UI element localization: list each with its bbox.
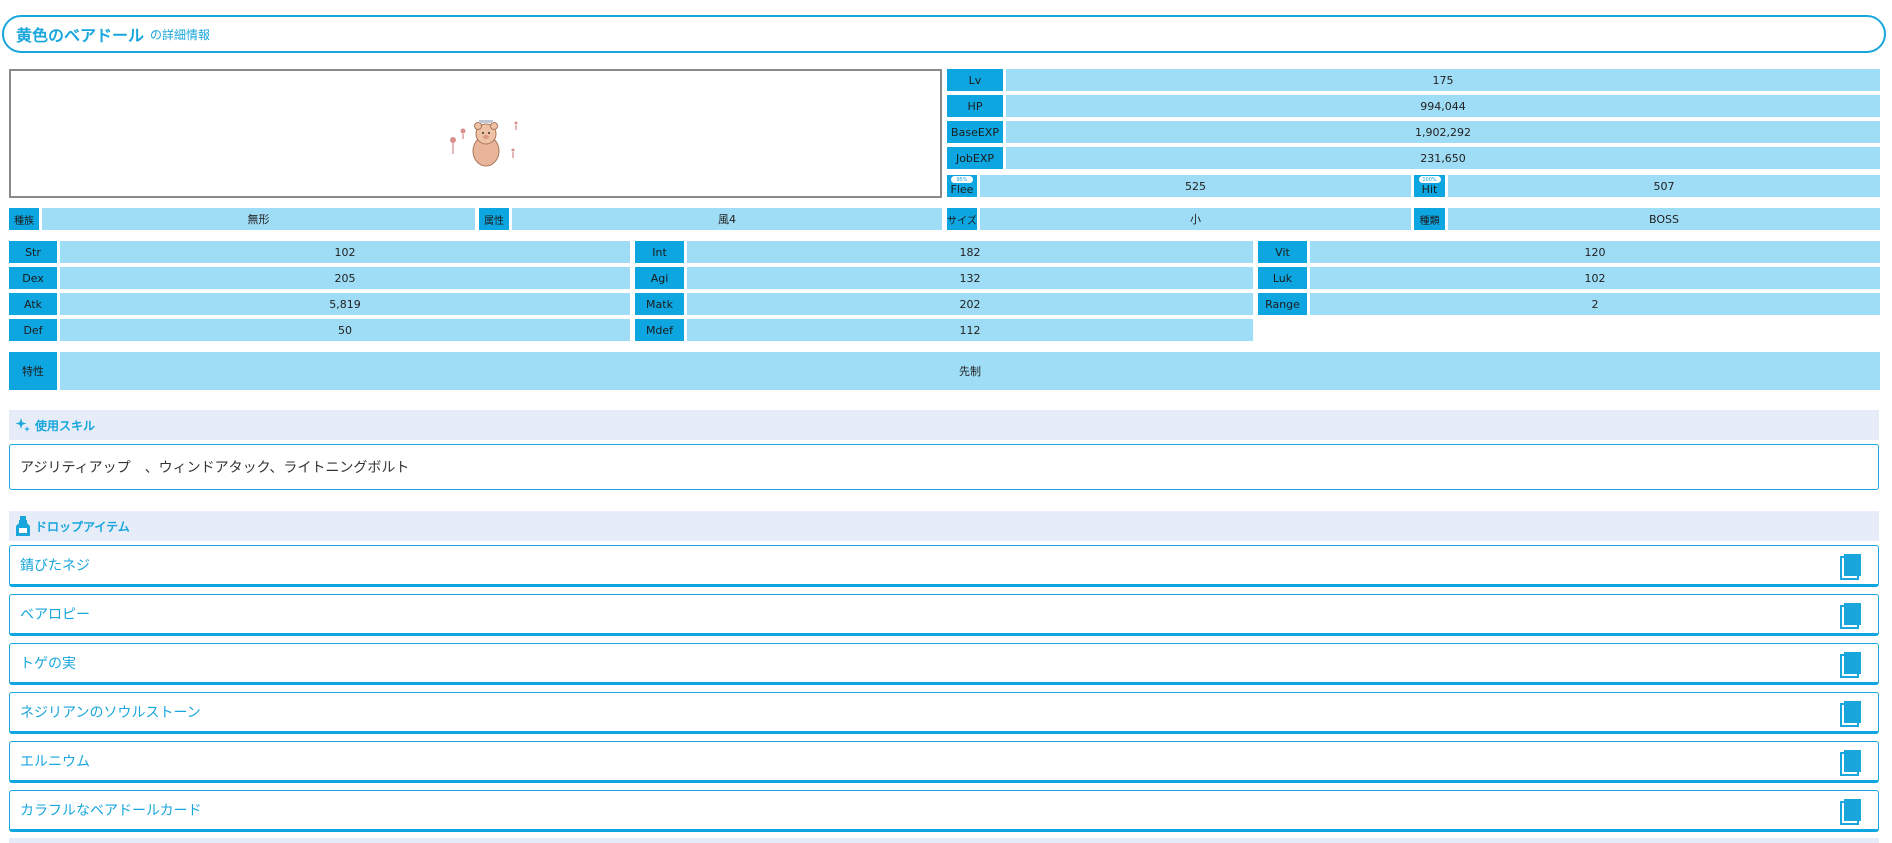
drop-item-name: トゲの実 [20,656,76,672]
agi-value: 132 [687,267,1253,289]
hp-value: 994,044 [1006,95,1880,117]
mdef-label: Mdef [635,319,684,341]
trait-value: 先制 [60,352,1880,390]
drop-item[interactable]: ネジリアンのソウルストーン [9,692,1879,734]
atk-label: Atk [9,293,57,315]
skills-list: アジリティアップ 、ウィンドアタック、ライトニングボルト [9,444,1879,490]
drop-item[interactable]: カラフルなベアドールカード [9,790,1879,832]
race-label: 種族 [9,208,39,230]
skills-text: アジリティアップ 、ウィンドアタック、ライトニングボルト [20,460,410,476]
race-value: 無形 [42,208,475,230]
skills-heading-label: 使用スキル [35,418,96,433]
vit-label: Vit [1258,241,1307,263]
book-icon[interactable] [1840,701,1862,727]
sparkle-icon [15,418,30,432]
trait-label: 特性 [9,352,57,390]
drop-item-name: カラフルなベアドールカード [20,803,202,819]
baseexp-value: 1,902,292 [1006,121,1880,143]
element-label: 属性 [479,208,509,230]
flee-label-box: 95% Flee [947,175,977,197]
luk-label: Luk [1258,267,1307,289]
hp-label: HP [947,95,1003,117]
drop-item-name: エルニウム [20,754,90,770]
dex-label: Dex [9,267,57,289]
lv-value: 175 [1006,69,1880,91]
range-value: 2 [1310,293,1880,315]
page-title-bar: 黄色のベアドール の詳細情報 [2,15,1886,53]
size-value: 小 [980,208,1411,230]
int-value: 182 [687,241,1253,263]
skills-heading: 使用スキル [9,410,1879,440]
luk-value: 102 [1310,267,1880,289]
matk-value: 202 [687,293,1253,315]
str-value: 102 [60,241,630,263]
range-label: Range [1258,293,1307,315]
hit-label-box: 100% Hit [1414,175,1445,197]
drops-heading-label: ドロップアイテム [35,519,130,534]
lv-label: Lv [947,69,1003,91]
drop-item-name: 錆びたネジ [20,558,90,574]
book-icon[interactable] [1840,554,1862,580]
dex-value: 205 [60,267,630,289]
monster-name: 黄色のベアドール [16,26,145,45]
jobexp-value: 231,650 [1006,147,1880,169]
size-label: サイズ [947,208,977,230]
potion-icon [16,516,30,536]
book-icon[interactable] [1840,652,1862,678]
drop-item[interactable]: トゲの実 [9,643,1879,685]
baseexp-label: BaseEXP [947,121,1003,143]
drop-item[interactable]: ベアロピー [9,594,1879,636]
flee-value: 525 [980,175,1411,197]
mdef-value: 112 [687,319,1253,341]
flee-label: Flee [950,183,974,196]
int-label: Int [635,241,684,263]
str-label: Str [9,241,57,263]
type-label: 種類 [1414,208,1445,230]
flee-badge: 95% [951,176,973,183]
drop-item-name: ネジリアンのソウルストーン [20,705,201,721]
element-value: 風4 [512,208,942,230]
jobexp-label: JobEXP [947,147,1003,169]
book-icon[interactable] [1840,750,1862,776]
drop-item[interactable]: 錆びたネジ [9,545,1879,587]
hit-value: 507 [1448,175,1880,197]
def-value: 50 [60,319,630,341]
monster-image-box [9,69,942,198]
drops-heading: ドロップアイテム [9,511,1879,541]
def-label: Def [9,319,57,341]
matk-label: Matk [635,293,684,315]
agi-label: Agi [635,267,684,289]
hit-label: Hit [1421,183,1438,196]
next-section-strip [9,838,1879,843]
vit-value: 120 [1310,241,1880,263]
book-icon[interactable] [1840,603,1862,629]
book-icon[interactable] [1840,799,1862,825]
type-value: BOSS [1448,208,1880,230]
hit-badge: 100% [1418,176,1441,183]
atk-value: 5,819 [60,293,630,315]
drop-item[interactable]: エルニウム [9,741,1879,783]
monster-sprite [450,120,518,167]
drop-item-name: ベアロピー [20,607,90,623]
title-suffix: の詳細情報 [150,27,211,42]
